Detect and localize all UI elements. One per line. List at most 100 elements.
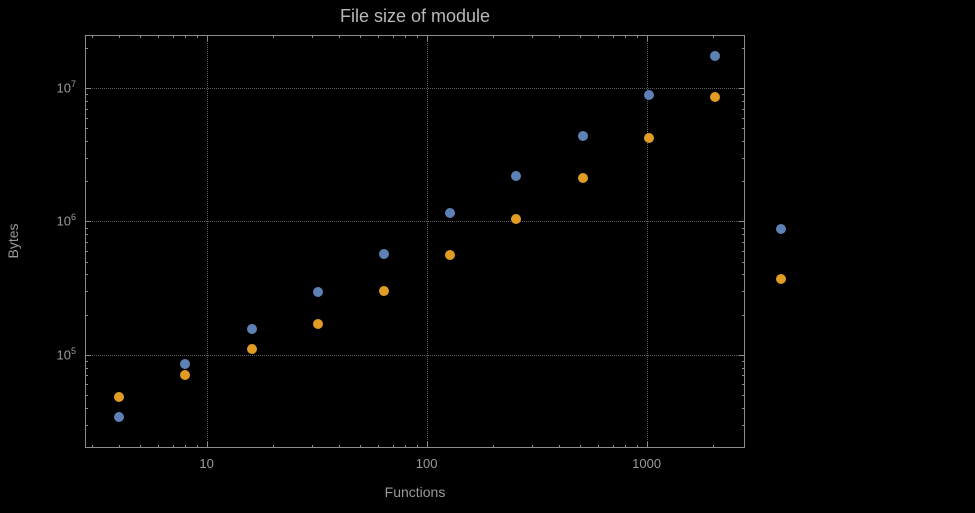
x-axis-label: Functions [384, 484, 446, 500]
x-tick [339, 445, 341, 448]
x-tick [377, 35, 379, 38]
x-tick [140, 35, 142, 38]
x-tick [531, 445, 533, 448]
x-tick [531, 35, 533, 38]
x-tick [580, 35, 582, 38]
y-tick [85, 251, 88, 252]
y-tick [85, 375, 88, 377]
x-tick [339, 35, 341, 38]
y-tick [742, 367, 745, 369]
y-tick [739, 354, 745, 356]
x-gridline [646, 35, 648, 448]
y-tick [85, 108, 88, 110]
y-tick [742, 108, 745, 110]
y-tick [85, 221, 91, 223]
data-point-series-1 [710, 50, 721, 61]
y-tick [85, 88, 91, 90]
x-tick [405, 35, 407, 38]
y-tick [742, 407, 745, 409]
x-tick [492, 35, 494, 38]
x-tick [119, 445, 121, 448]
x-tick [612, 35, 614, 38]
y-gridline [85, 221, 745, 223]
y-tick [742, 360, 745, 362]
y-tick [742, 314, 745, 316]
y-tick [85, 242, 88, 244]
y-tick [85, 117, 88, 119]
y-tick [85, 274, 88, 276]
data-point-series-1 [445, 208, 456, 219]
data-point-series-2 [511, 213, 522, 224]
y-tick [85, 157, 88, 159]
data-point-series-1 [114, 412, 125, 423]
x-tick-label: 1000 [632, 456, 662, 471]
y-tick [742, 157, 745, 159]
x-tick-label: 100 [415, 456, 438, 471]
y-tick [85, 47, 88, 49]
data-point-series-1 [312, 287, 323, 298]
x-tick [196, 35, 198, 38]
x-tick [185, 445, 187, 448]
x-tick [636, 445, 638, 448]
x-tick [272, 35, 274, 38]
y-tick [85, 128, 88, 130]
y-tick [742, 375, 745, 377]
y-tick [742, 227, 745, 229]
y-tick-label: 105 [56, 345, 76, 363]
x-tick [712, 445, 714, 448]
x-tick-label: 10 [199, 456, 214, 471]
y-tick [739, 221, 745, 223]
y-tick [742, 261, 745, 263]
y-tick [85, 360, 88, 362]
x-gridline [426, 35, 428, 448]
x-tick [185, 35, 187, 38]
x-tick [377, 445, 379, 448]
data-point-series-2 [445, 250, 456, 260]
y-tick [85, 94, 88, 96]
x-tick [272, 445, 274, 448]
y-tick [742, 424, 745, 426]
y-tick [85, 234, 88, 236]
y-tick [742, 251, 745, 252]
x-tick [157, 35, 159, 38]
data-point-series-2 [246, 344, 257, 355]
data-point-series-1 [577, 130, 588, 141]
x-tick [625, 445, 627, 448]
x-tick [91, 445, 93, 448]
y-tick [85, 407, 88, 409]
x-tick [360, 445, 362, 448]
x-tick [119, 35, 121, 38]
x-tick [580, 445, 582, 448]
chart-title: File size of module [339, 6, 491, 26]
x-tick [405, 445, 407, 448]
x-tick [612, 445, 614, 448]
x-tick [646, 35, 648, 41]
data-point-series-2 [710, 92, 721, 103]
data-point-series-2 [776, 274, 787, 284]
data-point-series-2 [643, 133, 654, 144]
x-tick [492, 445, 494, 448]
y-tick [85, 141, 88, 143]
x-tick [172, 35, 174, 38]
x-tick [206, 442, 208, 448]
y-tick [85, 181, 88, 183]
y-tick [85, 227, 88, 229]
data-point-series-1 [776, 224, 787, 235]
x-tick [311, 35, 313, 38]
y-tick [742, 100, 745, 102]
x-tick [140, 445, 142, 448]
x-tick [311, 445, 313, 448]
y-tick [742, 128, 745, 130]
data-point-series-2 [378, 286, 389, 297]
x-tick [392, 35, 394, 38]
y-tick [85, 354, 91, 356]
y-tick [742, 117, 745, 119]
x-tick [559, 35, 561, 38]
y-tick [742, 47, 745, 49]
y-tick [85, 394, 88, 396]
data-point-series-2 [114, 392, 125, 403]
x-tick [416, 445, 418, 448]
y-tick [85, 384, 88, 386]
